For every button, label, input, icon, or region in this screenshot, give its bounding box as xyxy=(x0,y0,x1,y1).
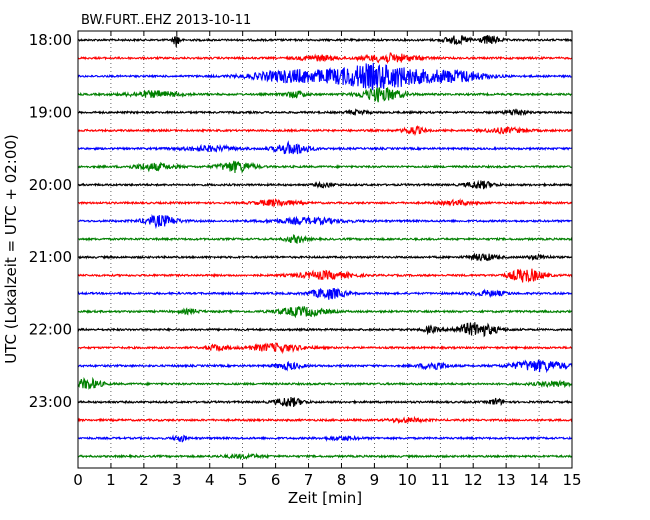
trace-1930 xyxy=(77,140,573,155)
trace-1815 xyxy=(77,52,573,64)
y-tick-label: 21:00 xyxy=(29,248,72,266)
trace-2045 xyxy=(77,234,573,244)
trace-2230 xyxy=(77,359,573,374)
trace-2315 xyxy=(77,415,573,425)
trace-1900 xyxy=(77,108,573,116)
x-axis-label: Zeit [min] xyxy=(288,489,362,507)
trace-2330 xyxy=(77,434,573,443)
x-tick-label: 5 xyxy=(238,471,248,489)
trace-2100 xyxy=(77,252,573,262)
x-tick-label: 15 xyxy=(562,471,581,489)
trace-2345 xyxy=(77,452,573,461)
x-tick-label: 13 xyxy=(497,471,516,489)
x-tick-label: 8 xyxy=(337,471,347,489)
trace-1845 xyxy=(77,87,573,103)
trace-2215 xyxy=(77,341,573,355)
trace-2300 xyxy=(77,396,573,408)
trace-2245 xyxy=(77,376,573,390)
trace-1800 xyxy=(77,35,573,48)
x-tick-label: 14 xyxy=(530,471,549,489)
trace-2115 xyxy=(77,268,573,283)
x-tick-label: 10 xyxy=(398,471,417,489)
trace-2200 xyxy=(77,322,573,338)
x-tick-label: 6 xyxy=(271,471,281,489)
trace-1945 xyxy=(77,160,573,174)
x-tick-label: 3 xyxy=(172,471,182,489)
traces xyxy=(77,35,573,461)
x-tick-label: 11 xyxy=(431,471,450,489)
x-tick-label: 9 xyxy=(370,471,380,489)
trace-2000 xyxy=(77,179,573,190)
x-tick-label: 0 xyxy=(73,471,83,489)
x-tick-label: 12 xyxy=(464,471,483,489)
grid xyxy=(78,31,572,468)
trace-2030 xyxy=(77,213,573,230)
x-tick-label: 7 xyxy=(304,471,314,489)
y-axis-label: UTC (Lokalzeit = UTC + 02:00) xyxy=(2,134,20,364)
x-tick-label: 1 xyxy=(106,471,116,489)
chart-title: BW.FURT..EHZ 2013-10-11 xyxy=(81,13,251,28)
y-tick-label: 23:00 xyxy=(29,393,72,411)
ticks: 0 1 2 3 4 5 6 7 8 9 10 11 12 13 14 1518:0019:0020:0021:… xyxy=(29,31,582,489)
y-tick-label: 18:00 xyxy=(29,31,72,49)
trace-2130 xyxy=(77,287,573,300)
trace-2145 xyxy=(77,305,573,319)
y-tick-label: 20:00 xyxy=(29,176,72,194)
plot-frame xyxy=(77,30,573,469)
trace-1830 xyxy=(77,62,573,91)
trace-1915 xyxy=(77,125,573,137)
trace-2015 xyxy=(77,198,573,208)
x-tick-label: 2 xyxy=(139,471,149,489)
x-tick-label: 4 xyxy=(205,471,215,489)
y-tick-label: 22:00 xyxy=(29,321,72,339)
y-tick-label: 19:00 xyxy=(29,103,72,121)
